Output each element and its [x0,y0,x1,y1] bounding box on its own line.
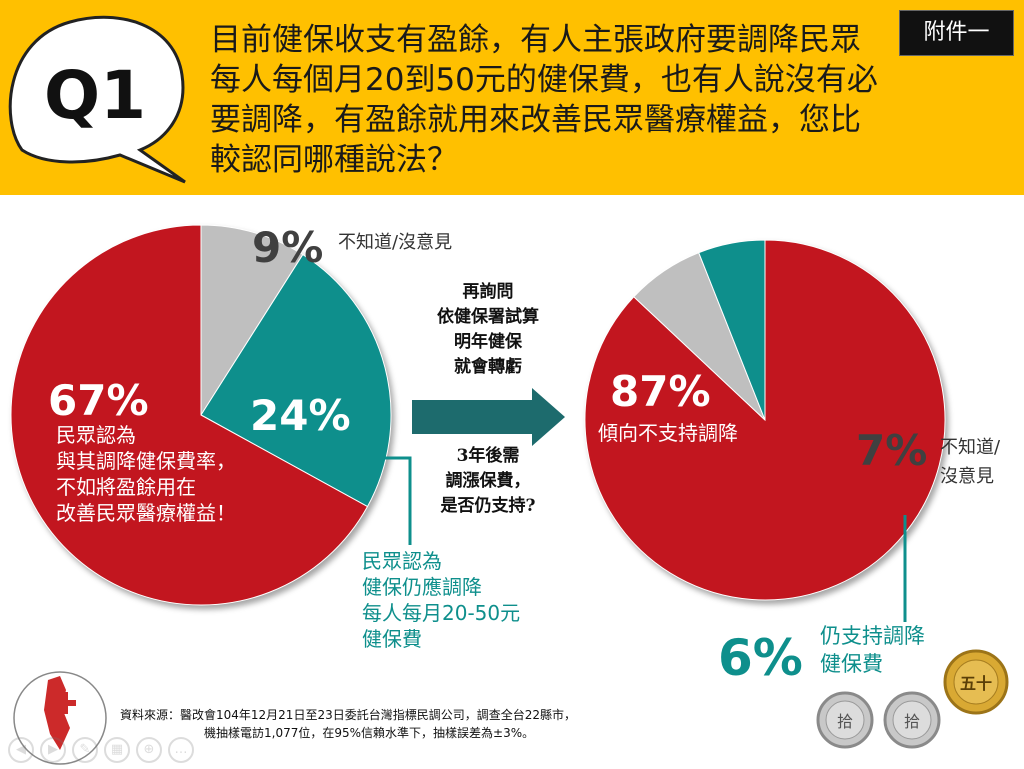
pie2-desc-7-line2: 沒意見 [940,466,994,487]
pie2-desc-6-line2: 健保費 [820,652,883,676]
pie1-desc-67-line4: 改善民眾醫療權益！ [56,501,236,525]
pie1-desc-67-line2: 與其調降健保費率， [56,449,236,473]
pie1-slice-9 [200,224,304,417]
followup-line-7: 是否仍支持? [441,495,536,516]
right-arrow-icon [412,388,565,446]
pie1-desc-24-line1: 民眾認為 [362,549,442,573]
pie1-desc-67-line1: 民眾認為 [56,423,136,447]
coin-icon-10: 拾 [816,691,874,749]
pie1-label-67: 67% [48,376,149,425]
pen-icon[interactable]: ✎ [72,737,98,763]
prev-slide-icon[interactable]: ◀ [8,737,34,763]
coin-label-10-b: 拾 [904,712,920,731]
pie1-leader-24 [378,456,412,545]
source-line-1: 資料來源：醫改會104年12月21日至23日委託台灣指標民調公司，調查全台22縣… [120,708,576,722]
followup-line-6: 調漲保費， [446,470,531,491]
foundation-logo [13,671,107,765]
followup-line-5: 3年後需 [457,445,520,466]
pie1-desc-24-line3: 每人每月20-50元 [362,601,520,625]
pie2-desc-87: 傾向不支持調降 [598,421,738,445]
survey-question: 目前健保收支有盈餘，有人主張政府要調降民眾每人每個月20到50元的健保費，也有人… [210,22,878,178]
pie2-label-6: 6% [718,629,803,687]
pie2-label-7: 7% [856,426,927,475]
pie2-desc-6-line1: 仍支持調降 [820,624,925,648]
attachment-label: 附件一 [899,10,1014,56]
pie1-desc-9: 不知道/沒意見 [338,232,452,253]
coin-label-10-a: 拾 [837,712,853,731]
followup-line-3: 明年健保 [454,331,523,352]
pie-chart-followup [584,239,946,601]
pie-chart-initial [10,224,392,606]
pie2-desc-7-line1: 不知道/ [940,437,1001,458]
q1-badge: Q1 [44,57,146,134]
followup-line-4: 就會轉虧 [454,356,522,377]
pie1-label-9: 9% [252,223,323,272]
zoom-icon[interactable]: ⊕ [136,737,162,763]
slideshow-toolbar[interactable]: ◀ ▶ ✎ ▦ ⊕ … [8,737,208,765]
coin-label-50: 五十 [960,674,992,693]
pie1-label-24: 24% [250,391,351,440]
pie1-slice-24 [200,253,392,508]
pie1-desc-24-line2: 健保仍應調降 [362,575,482,599]
data-source-note: 資料來源：醫改會104年12月21日至23日委託台灣指標民調公司，調查全台22縣… [120,706,740,742]
pie1-desc-24-line4: 健保費 [362,627,422,651]
pie1-slice-67 [10,224,369,606]
followup-line-2: 依健保署試算 [437,306,539,327]
slides-grid-icon[interactable]: ▦ [104,737,130,763]
source-line-2: 機抽樣電訪1,077位，在95%信賴水準下，抽樣誤差為±3%。 [204,726,535,740]
speech-bubble-icon: Q1 [8,15,186,184]
coin-icon-50: 五十 [943,649,1009,715]
pie2-label-87: 87% [610,367,711,416]
more-options-icon[interactable]: … [168,737,194,763]
coin-icon-10: 拾 [883,691,941,749]
followup-line-1: 再詢問 [463,281,514,302]
pie2-slice-6 [698,239,766,421]
next-slide-icon[interactable]: ▶ [40,737,66,763]
pie1-desc-67-line3: 不如將盈餘用在 [56,475,196,499]
